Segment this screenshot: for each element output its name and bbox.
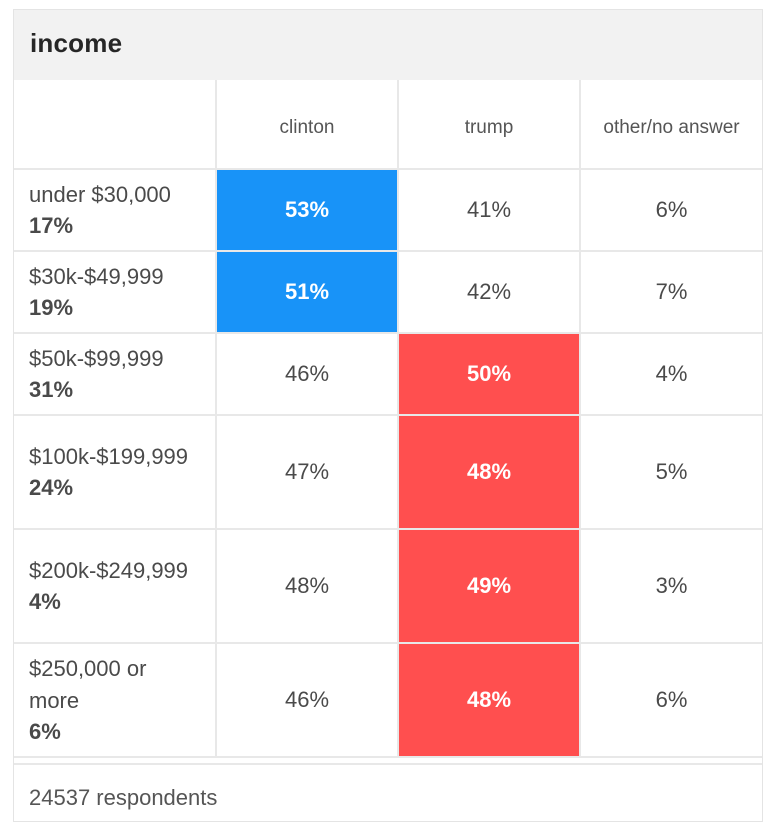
row-label-cell: $100k-$199,999 24% (14, 414, 217, 530)
table-row: $200k-$249,999 4% 48% 49% 3% (14, 528, 762, 644)
row-label-cell: under $30,000 17% (14, 168, 217, 252)
respondents-count: 24537 respondents (29, 785, 218, 810)
row-label-cell: $30k-$49,999 19% (14, 250, 217, 334)
income-bracket-label: $30k-$49,999 (29, 264, 164, 289)
card-header: income (14, 10, 762, 80)
value-cell-other: 6% (579, 642, 762, 758)
income-bracket-share: 4% (29, 589, 61, 614)
header-row: clinton trump other/no answer (14, 80, 762, 170)
table-row: $250,000 or more 6% 46% 48% 6% (14, 642, 762, 758)
value-cell-trump: 48% (397, 642, 581, 758)
results-table: clinton trump other/no answer under $30,… (14, 80, 762, 758)
column-header-other: other/no answer (579, 80, 762, 170)
value-cell-clinton: 47% (215, 414, 399, 530)
income-bracket-label: under $30,000 (29, 182, 171, 207)
exit-poll-card: income clinton trump other/no answer und… (13, 9, 763, 822)
value-cell-trump: 41% (397, 168, 581, 252)
column-header-trump: trump (397, 80, 581, 170)
income-bracket-share: 17% (29, 213, 74, 238)
value-cell-clinton: 48% (215, 528, 399, 644)
value-cell-clinton: 51% (215, 250, 399, 334)
value-cell-clinton: 53% (215, 168, 399, 252)
column-header-blank (14, 80, 217, 170)
row-label-cell: $50k-$99,999 31% (14, 332, 217, 416)
value-cell-clinton: 46% (215, 332, 399, 416)
income-bracket-label: $200k-$249,999 (29, 558, 189, 583)
table-row: $100k-$199,999 24% 47% 48% 5% (14, 414, 762, 530)
row-label-cell: $200k-$249,999 4% (14, 528, 217, 644)
table-footer: 24537 respondents (14, 763, 762, 823)
table-row: $50k-$99,999 31% 46% 50% 4% (14, 332, 762, 416)
income-bracket-label: $100k-$199,999 (29, 444, 189, 469)
table-row: $30k-$49,999 19% 51% 42% 7% (14, 250, 762, 334)
row-label-cell: $250,000 or more 6% (14, 642, 217, 758)
column-header-clinton: clinton (215, 80, 399, 170)
income-bracket-label: $250,000 or more (29, 656, 147, 713)
value-cell-trump: 49% (397, 528, 581, 644)
value-cell-trump: 48% (397, 414, 581, 530)
income-bracket-share: 31% (29, 377, 74, 402)
income-bracket-share: 24% (29, 475, 74, 500)
income-bracket-label: $50k-$99,999 (29, 346, 164, 371)
value-cell-other: 7% (579, 250, 762, 334)
value-cell-other: 4% (579, 332, 762, 416)
value-cell-trump: 42% (397, 250, 581, 334)
value-cell-other: 3% (579, 528, 762, 644)
income-bracket-share: 6% (29, 719, 61, 744)
table-row: under $30,000 17% 53% 41% 6% (14, 168, 762, 252)
income-bracket-share: 19% (29, 295, 74, 320)
value-cell-clinton: 46% (215, 642, 399, 758)
value-cell-other: 5% (579, 414, 762, 530)
value-cell-trump: 50% (397, 332, 581, 416)
value-cell-other: 6% (579, 168, 762, 252)
card-title: income (30, 28, 123, 58)
